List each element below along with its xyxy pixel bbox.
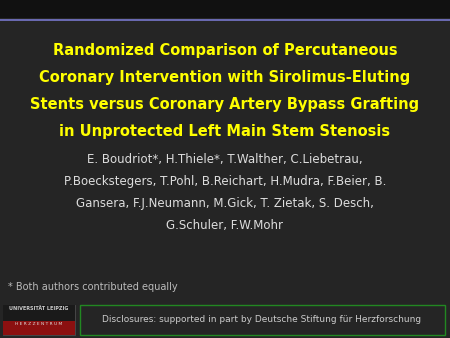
Text: in Unprotected Left Main Stem Stenosis: in Unprotected Left Main Stem Stenosis <box>59 124 391 139</box>
Bar <box>3 305 75 321</box>
Text: G.Schuler, F.W.Mohr: G.Schuler, F.W.Mohr <box>166 219 284 232</box>
Text: H E R Z Z E N T R U M: H E R Z Z E N T R U M <box>15 322 63 326</box>
Text: E. Boudriot*, H.Thiele*, T.Walther, C.Liebetrau,: E. Boudriot*, H.Thiele*, T.Walther, C.Li… <box>87 153 363 166</box>
Text: Gansera, F.J.Neumann, M.Gick, T. Zietak, S. Desch,: Gansera, F.J.Neumann, M.Gick, T. Zietak,… <box>76 197 374 210</box>
Bar <box>0 0 450 18</box>
Text: Randomized Comparison of Percutaneous: Randomized Comparison of Percutaneous <box>53 43 397 58</box>
Bar <box>3 321 75 335</box>
Text: UNIVERSITÄT LEIPZIG: UNIVERSITÄT LEIPZIG <box>9 306 69 311</box>
Bar <box>3 305 75 335</box>
Text: Disclosures: supported in part by Deutsche Stiftung für Herzforschung: Disclosures: supported in part by Deutsc… <box>103 315 422 324</box>
Text: * Both authors contributed equally: * Both authors contributed equally <box>8 282 178 292</box>
Bar <box>80 305 445 335</box>
Text: Stents versus Coronary Artery Bypass Grafting: Stents versus Coronary Artery Bypass Gra… <box>31 97 419 112</box>
Text: Coronary Intervention with Sirolimus-Eluting: Coronary Intervention with Sirolimus-Elu… <box>40 70 410 85</box>
Text: P.Boeckstegers, T.Pohl, B.Reichart, H.Mudra, F.Beier, B.: P.Boeckstegers, T.Pohl, B.Reichart, H.Mu… <box>64 175 386 188</box>
